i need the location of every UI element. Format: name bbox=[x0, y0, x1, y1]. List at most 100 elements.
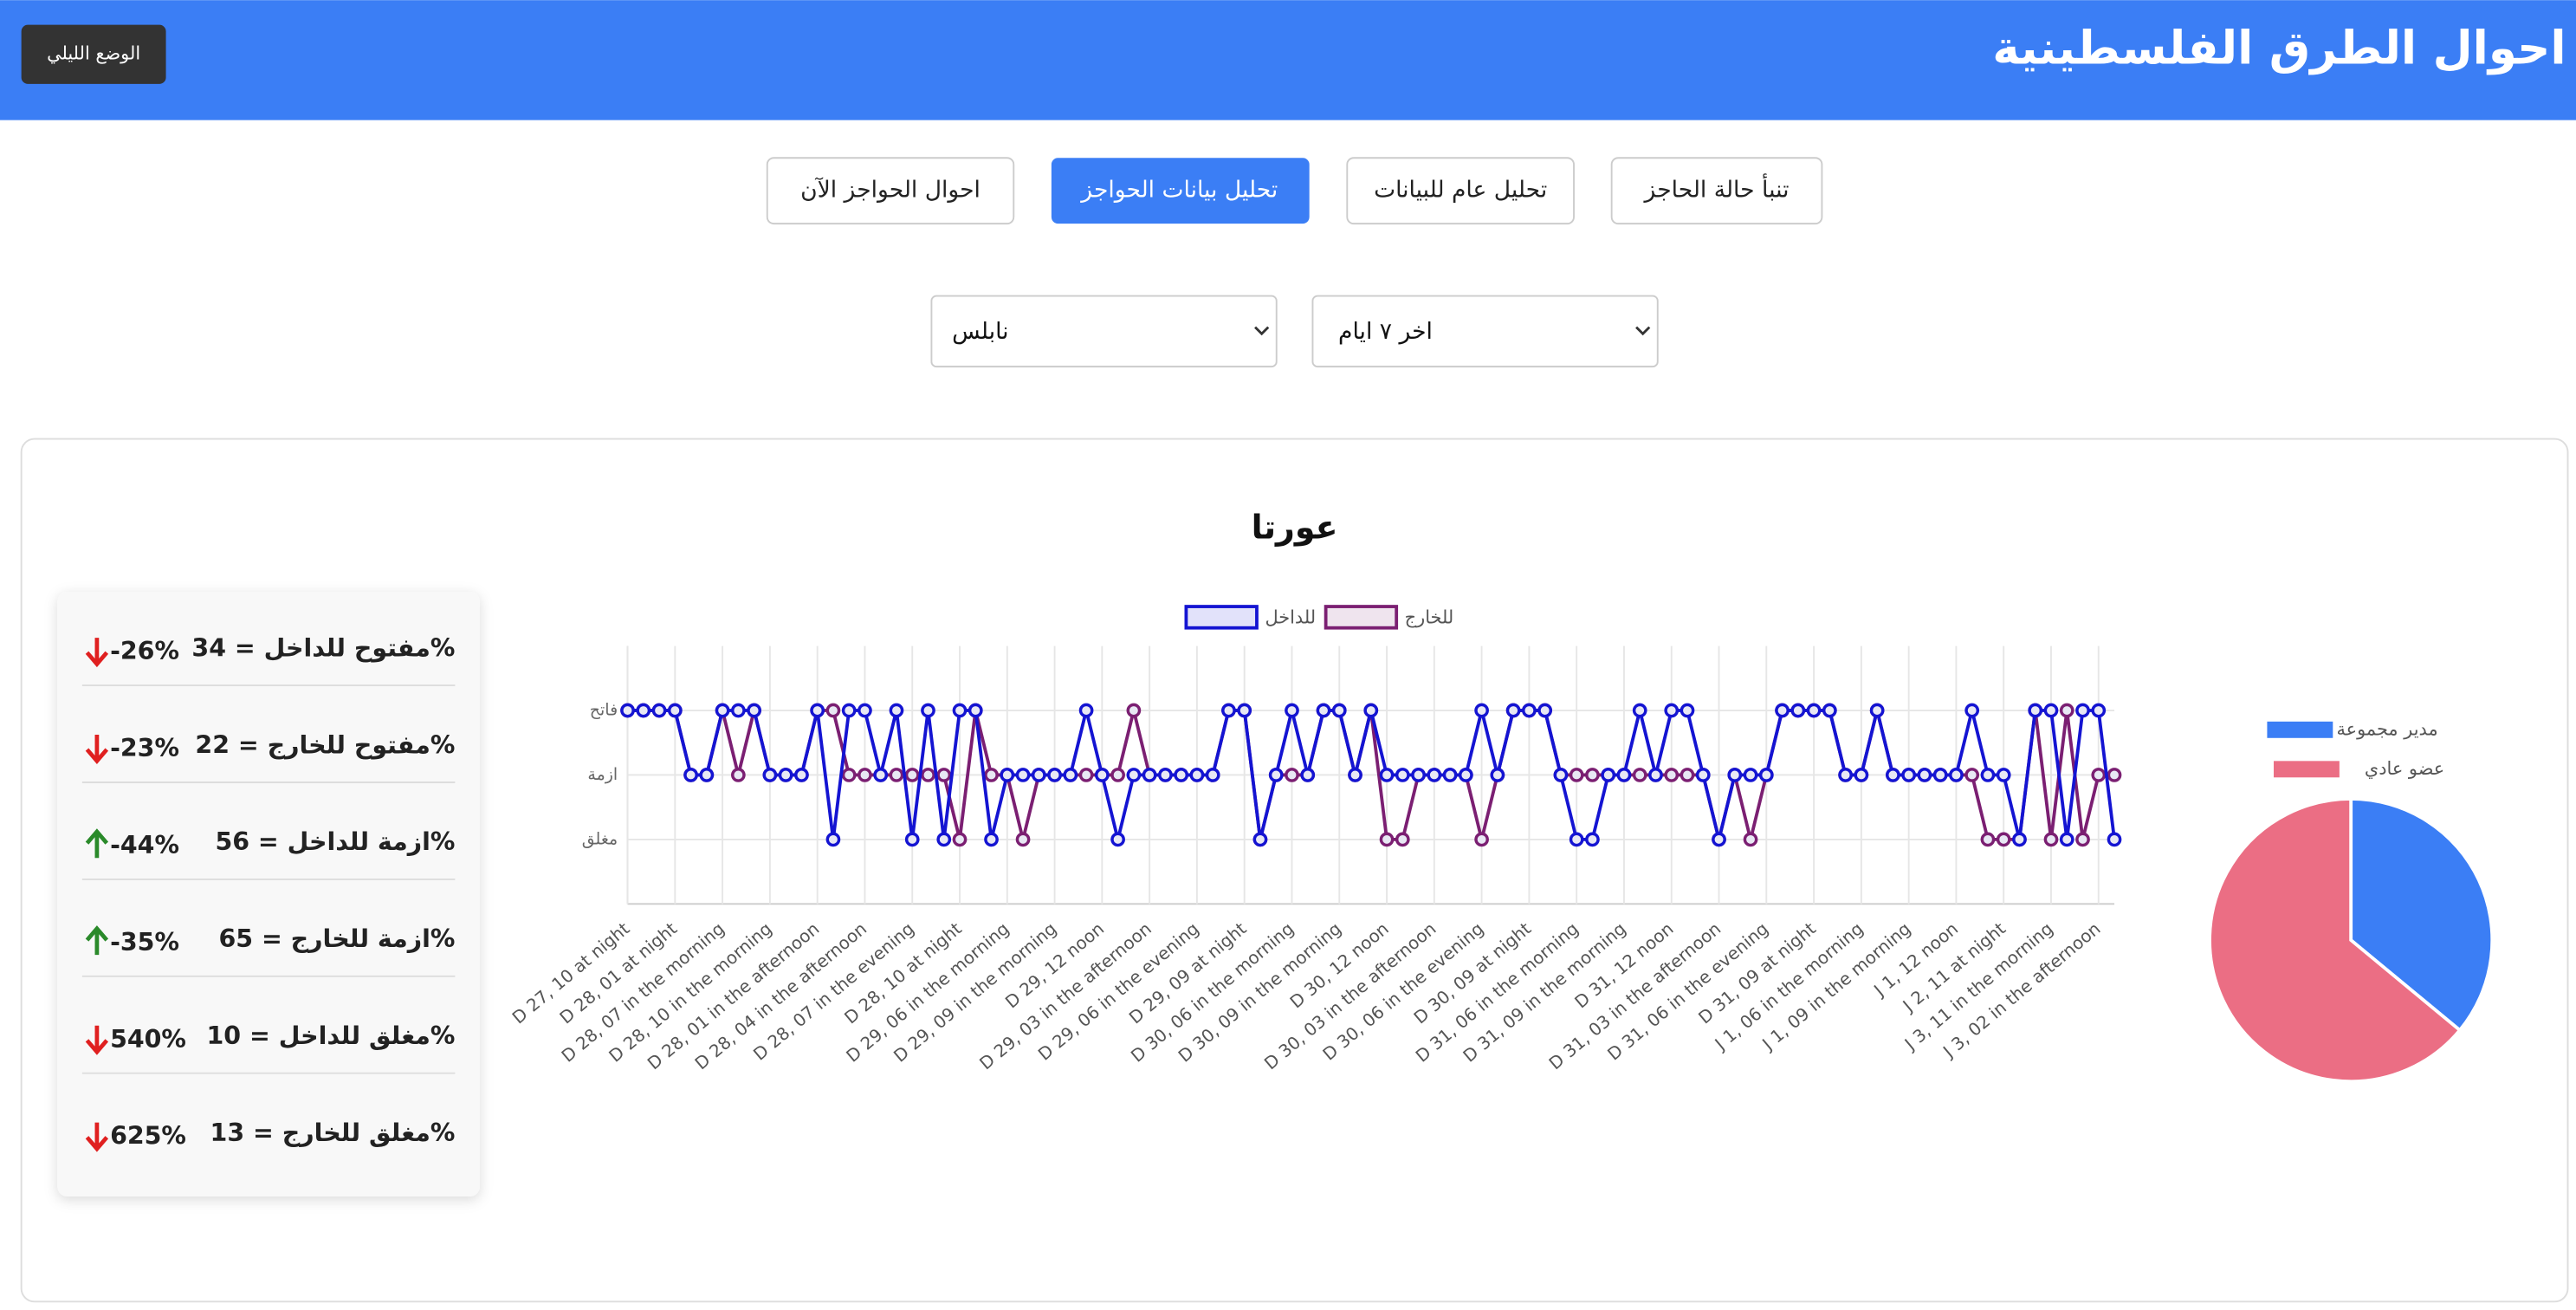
point bbox=[2075, 703, 2090, 718]
point bbox=[1854, 768, 1869, 782]
point bbox=[1395, 768, 1410, 782]
point bbox=[731, 768, 746, 782]
point bbox=[841, 703, 857, 718]
legend-label: للداخل bbox=[1265, 606, 1316, 627]
point bbox=[1601, 768, 1616, 782]
legend-label: عضو عادي bbox=[2365, 758, 2444, 779]
nav-label[interactable]: تنبأ حالة الحاجز bbox=[1643, 173, 1790, 204]
point bbox=[1000, 768, 1015, 782]
point bbox=[1110, 832, 1125, 847]
point bbox=[715, 703, 730, 718]
point bbox=[952, 832, 968, 847]
point bbox=[1031, 768, 1046, 782]
point bbox=[1838, 768, 1853, 782]
point bbox=[1411, 768, 1426, 782]
point bbox=[1300, 768, 1316, 782]
point bbox=[1142, 768, 1157, 782]
point bbox=[1743, 832, 1758, 847]
point bbox=[1205, 768, 1220, 782]
point bbox=[2075, 832, 2090, 847]
point bbox=[889, 703, 904, 718]
site-title: احوال الطرق الفلسطينية bbox=[1992, 22, 2566, 75]
point bbox=[1348, 768, 1362, 782]
stat-change: -35% bbox=[110, 928, 179, 957]
point bbox=[1996, 832, 2011, 847]
nav-button[interactable] bbox=[766, 157, 1015, 225]
point bbox=[2012, 832, 2027, 847]
point bbox=[1743, 768, 1758, 782]
point bbox=[1189, 768, 1205, 782]
point bbox=[1174, 768, 1189, 782]
stat-change: -23% bbox=[110, 734, 179, 762]
nav-label[interactable]: تحليل بيانات الحواجز bbox=[1079, 177, 1278, 204]
point bbox=[936, 832, 952, 847]
night-mode-button[interactable] bbox=[21, 24, 166, 84]
point bbox=[1395, 832, 1410, 847]
point bbox=[2043, 832, 2059, 847]
night-mode-label[interactable]: الوضع الليلي bbox=[47, 43, 140, 64]
y-tick-label: فاتح bbox=[590, 701, 618, 720]
point bbox=[2107, 768, 2122, 782]
nav-label[interactable]: تحليل عام للبيانات bbox=[1374, 177, 1547, 204]
nav-label[interactable]: احوال الحواجز الآن bbox=[800, 177, 981, 204]
point bbox=[904, 768, 920, 782]
point bbox=[1379, 768, 1395, 782]
point bbox=[1268, 768, 1284, 782]
point bbox=[1442, 768, 1458, 782]
point bbox=[1680, 768, 1695, 782]
trend-arrow bbox=[85, 1122, 109, 1152]
point bbox=[1063, 768, 1078, 782]
legend-swatch bbox=[1184, 605, 1259, 630]
point bbox=[1664, 703, 1680, 718]
trend-arrow bbox=[85, 638, 109, 668]
point bbox=[1585, 768, 1600, 782]
point bbox=[1490, 768, 1505, 782]
point bbox=[1712, 832, 1726, 847]
nav-button-active[interactable] bbox=[1051, 158, 1310, 224]
select-value[interactable]: اخر ٧ ايام bbox=[1338, 318, 1433, 345]
select-value[interactable]: نابلس bbox=[952, 318, 1008, 345]
legend-label: للخارج bbox=[1405, 606, 1454, 628]
point bbox=[968, 703, 983, 718]
point bbox=[1047, 768, 1062, 782]
nav-button[interactable] bbox=[1610, 157, 1823, 225]
point bbox=[636, 703, 651, 718]
point bbox=[858, 768, 872, 782]
point bbox=[1474, 703, 1489, 718]
point bbox=[984, 768, 999, 782]
stat-label: مغلق للداخل = 10% bbox=[207, 1021, 456, 1050]
point bbox=[921, 703, 935, 718]
point bbox=[1252, 832, 1268, 847]
stat-change: 625% bbox=[110, 1122, 186, 1151]
point bbox=[1616, 768, 1632, 782]
point bbox=[1569, 768, 1584, 782]
point bbox=[1585, 832, 1600, 847]
stat-change: -26% bbox=[110, 637, 179, 665]
point bbox=[1237, 703, 1252, 718]
period-select[interactable] bbox=[1311, 295, 1659, 368]
point bbox=[1569, 832, 1584, 847]
point bbox=[1932, 768, 1948, 782]
point bbox=[1126, 768, 1142, 782]
point bbox=[1095, 768, 1110, 782]
city-select[interactable] bbox=[930, 295, 1278, 368]
point bbox=[1316, 703, 1331, 718]
point bbox=[1078, 703, 1094, 718]
legend-swatch bbox=[2267, 721, 2333, 738]
nav-button[interactable] bbox=[1346, 157, 1575, 225]
point bbox=[2091, 703, 2107, 718]
point bbox=[1775, 703, 1790, 718]
point bbox=[683, 768, 698, 782]
point bbox=[1980, 768, 1996, 782]
chart-card bbox=[20, 438, 2569, 1303]
point bbox=[2059, 703, 2074, 718]
point bbox=[1015, 832, 1031, 847]
point bbox=[1459, 768, 1473, 782]
point bbox=[1758, 768, 1774, 782]
point bbox=[651, 703, 667, 718]
point bbox=[825, 703, 841, 718]
legend-label: مدير مجموعة bbox=[2337, 718, 2438, 739]
stats-panel bbox=[57, 591, 480, 1197]
